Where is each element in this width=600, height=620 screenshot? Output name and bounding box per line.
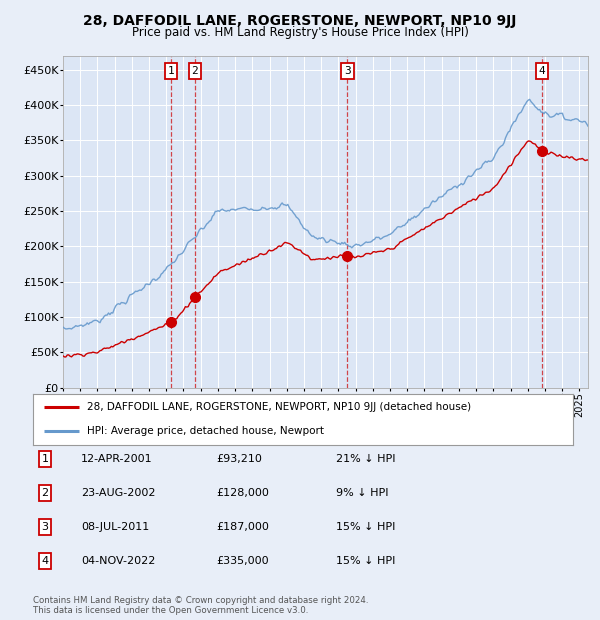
Text: 08-JUL-2011: 08-JUL-2011	[81, 522, 149, 532]
Text: £128,000: £128,000	[216, 488, 269, 498]
Text: 21% ↓ HPI: 21% ↓ HPI	[336, 454, 395, 464]
Text: 2: 2	[41, 488, 49, 498]
Text: 2: 2	[191, 66, 198, 76]
Text: Contains HM Land Registry data © Crown copyright and database right 2024.
This d: Contains HM Land Registry data © Crown c…	[33, 596, 368, 615]
Text: 23-AUG-2002: 23-AUG-2002	[81, 488, 155, 498]
Text: £335,000: £335,000	[216, 556, 269, 566]
Text: 15% ↓ HPI: 15% ↓ HPI	[336, 556, 395, 566]
Text: Price paid vs. HM Land Registry's House Price Index (HPI): Price paid vs. HM Land Registry's House …	[131, 26, 469, 39]
Text: 1: 1	[41, 454, 49, 464]
Text: 1: 1	[168, 66, 175, 76]
Text: 04-NOV-2022: 04-NOV-2022	[81, 556, 155, 566]
Text: HPI: Average price, detached house, Newport: HPI: Average price, detached house, Newp…	[87, 426, 324, 436]
Text: 9% ↓ HPI: 9% ↓ HPI	[336, 488, 389, 498]
Text: 4: 4	[41, 556, 49, 566]
Text: 28, DAFFODIL LANE, ROGERSTONE, NEWPORT, NP10 9JJ: 28, DAFFODIL LANE, ROGERSTONE, NEWPORT, …	[83, 14, 517, 28]
Text: 3: 3	[41, 522, 49, 532]
Text: 3: 3	[344, 66, 351, 76]
Text: 28, DAFFODIL LANE, ROGERSTONE, NEWPORT, NP10 9JJ (detached house): 28, DAFFODIL LANE, ROGERSTONE, NEWPORT, …	[87, 402, 471, 412]
Text: 12-APR-2001: 12-APR-2001	[81, 454, 152, 464]
Text: £93,210: £93,210	[216, 454, 262, 464]
Text: 4: 4	[539, 66, 545, 76]
Text: £187,000: £187,000	[216, 522, 269, 532]
Text: 15% ↓ HPI: 15% ↓ HPI	[336, 522, 395, 532]
